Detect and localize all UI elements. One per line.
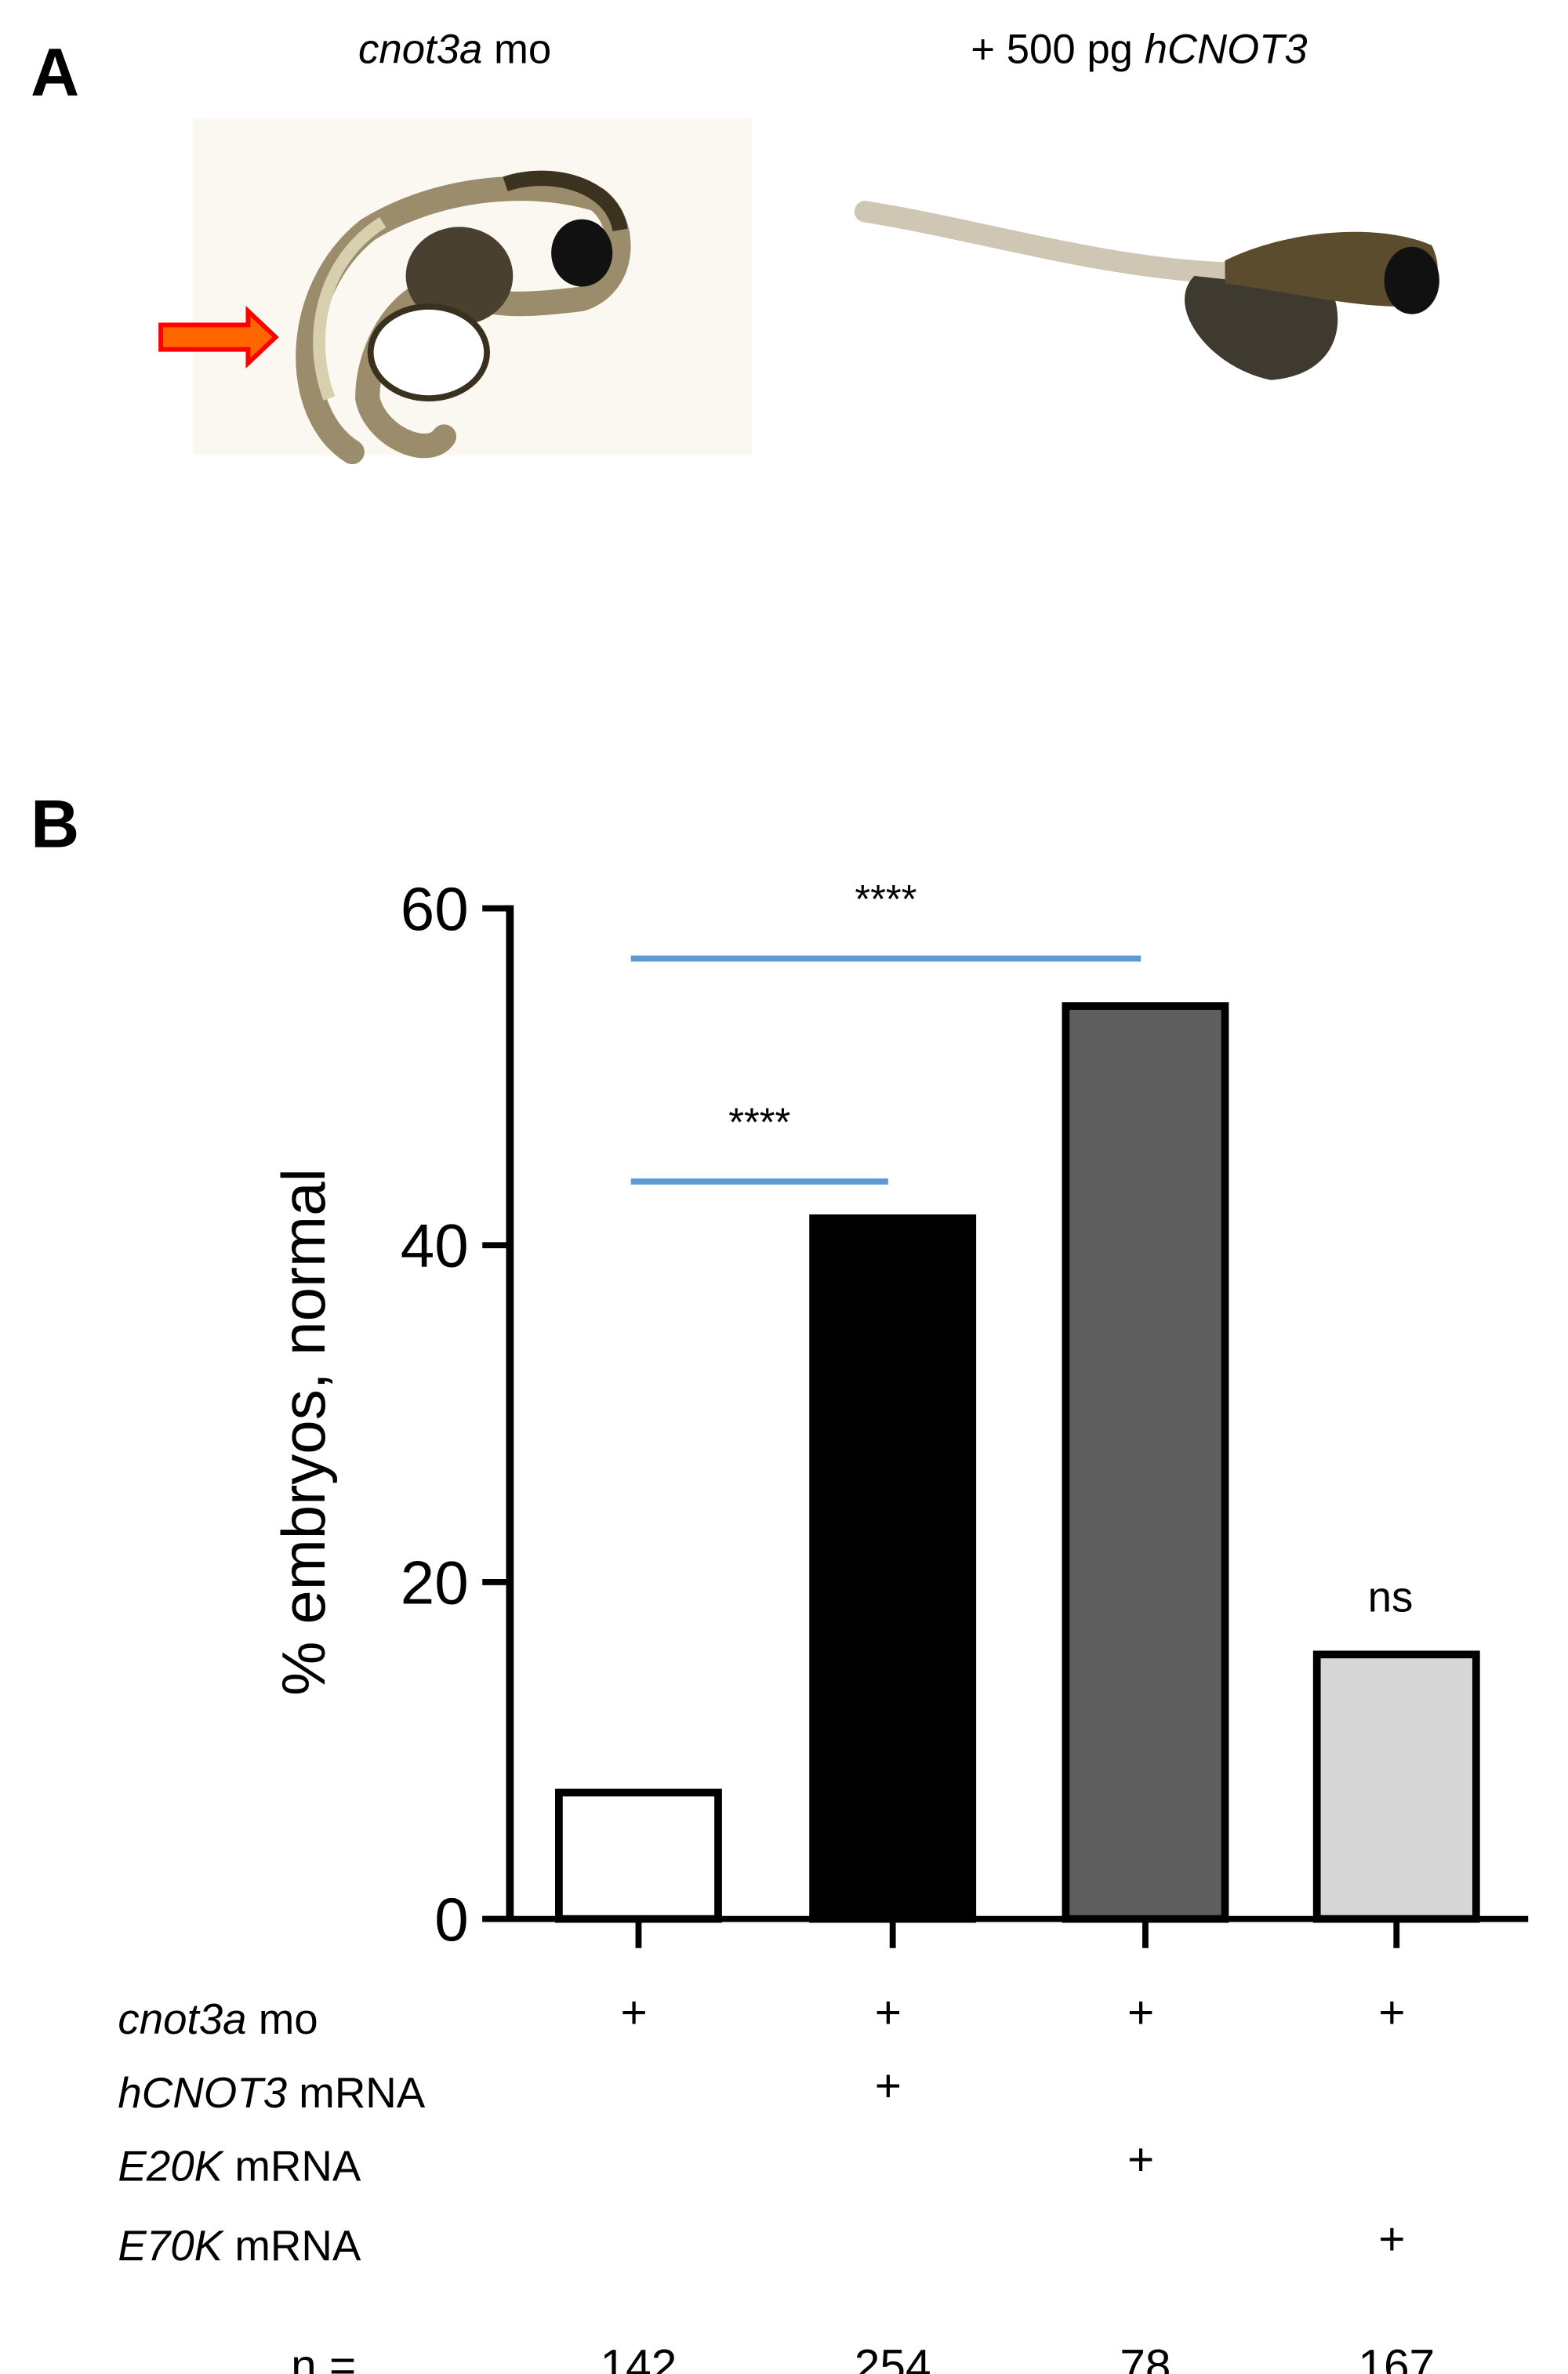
y-tick-label: 20 xyxy=(401,1548,469,1617)
condition-plus-mark: + xyxy=(1378,2213,1405,2264)
bar-0 xyxy=(555,1788,722,1923)
n-row: n = 142 254 78 167 xyxy=(291,2340,1435,2374)
left-image-title: cnot3a mo xyxy=(358,26,551,72)
panel-b-label: B xyxy=(31,786,79,862)
condition-plus-mark: + xyxy=(1127,2134,1154,2185)
n-value: 78 xyxy=(1120,2340,1171,2374)
condition-label: hCNOT3 mRNA xyxy=(118,2068,425,2117)
condition-plus-mark: + xyxy=(875,1987,902,2038)
morphant-embryo-image xyxy=(193,118,752,465)
right-image-title: + 500 pg hCNOT3 xyxy=(971,26,1307,72)
y-tick-label: 60 xyxy=(401,874,469,943)
n-value: 167 xyxy=(1358,2340,1435,2374)
condition-plus-mark: + xyxy=(620,1987,647,2038)
rescued-embryo-image xyxy=(854,201,1439,380)
panel-a-label: A xyxy=(31,34,79,110)
significance-stars: **** xyxy=(728,1099,790,1144)
bar-2 xyxy=(1062,1002,1229,1923)
condition-label: E20K mRNA xyxy=(118,2142,361,2191)
condition-plus-mark: + xyxy=(875,2060,902,2111)
y-tick-label: 40 xyxy=(401,1211,469,1280)
condition-table: cnot3a mo + + + + hCNOT3 mRNA + E20K mRNA + E70K … xyxy=(118,1987,1405,2270)
n-value: 142 xyxy=(601,2340,677,2374)
bar-1 xyxy=(809,1214,977,1923)
n-label: n = xyxy=(291,2340,356,2374)
red-arrow-icon xyxy=(158,306,279,369)
y-axis-label: % embryos, normal xyxy=(269,1168,338,1696)
significance-annotations: **** **** ns xyxy=(630,877,1414,1621)
bar-3 xyxy=(1312,1650,1480,1923)
condition-label: cnot3a mo xyxy=(118,1995,318,2043)
y-tick-label: 0 xyxy=(434,1885,468,1954)
significance-stars: **** xyxy=(855,877,916,921)
ns-label: ns xyxy=(1368,1573,1414,1621)
bars xyxy=(555,1002,1480,1948)
n-value: 254 xyxy=(855,2340,931,2374)
condition-label: E70K mRNA xyxy=(118,2221,361,2270)
y-axis-ticks: 0 20 40 60 xyxy=(401,874,510,1954)
condition-plus-mark: + xyxy=(1127,1987,1154,2038)
condition-plus-mark: + xyxy=(1378,1987,1405,2038)
